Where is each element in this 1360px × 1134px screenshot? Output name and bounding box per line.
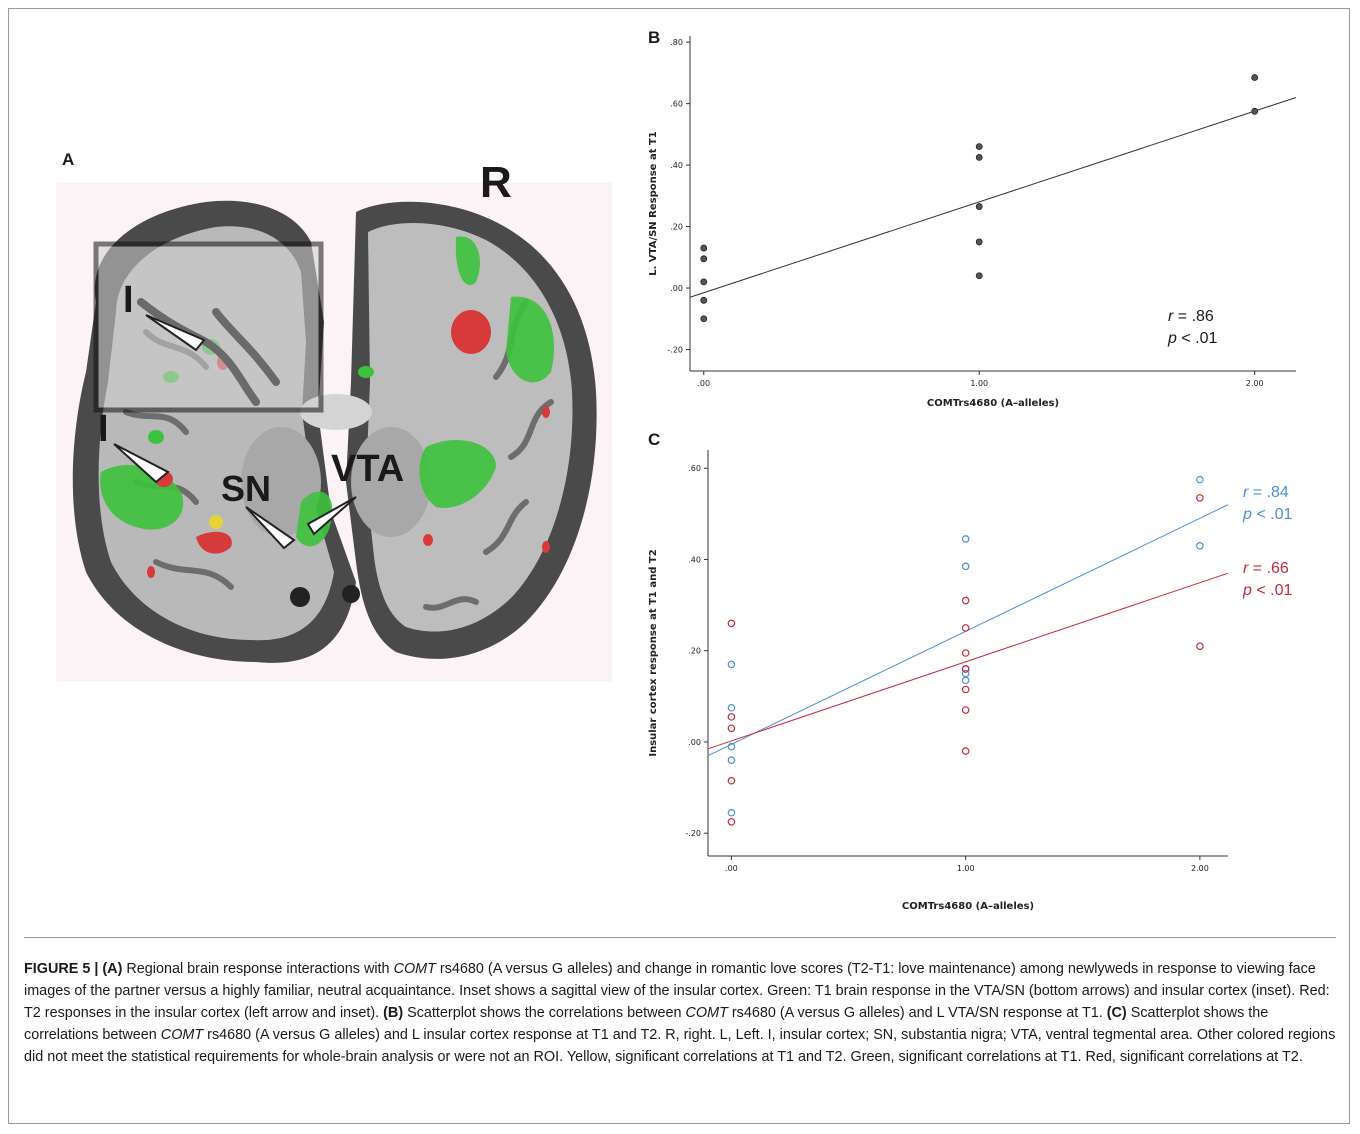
panel-c-letter: C bbox=[648, 430, 661, 449]
data-point bbox=[700, 315, 708, 323]
sn-label: SN bbox=[221, 468, 272, 509]
caption-text: rs4680 (A versus G alleles) and change i… bbox=[24, 961, 1330, 1021]
insula-arrow bbox=[113, 443, 170, 484]
figure-frame bbox=[8, 8, 1350, 1124]
data-point bbox=[975, 153, 983, 161]
data-point bbox=[1251, 107, 1259, 115]
y-tick-label: .20 bbox=[670, 223, 683, 232]
caption-gene: COMT bbox=[393, 961, 436, 977]
data-point bbox=[700, 296, 708, 304]
y-tick-label: -.20 bbox=[667, 345, 683, 354]
caption-b-tag: (B) bbox=[383, 1005, 404, 1021]
brain-coronal-image: I I SN VTA bbox=[56, 182, 612, 682]
x-tick-label: .00 bbox=[697, 379, 710, 388]
y-tick-label: .00 bbox=[670, 284, 683, 293]
insula-label: I bbox=[98, 408, 109, 450]
vta-label: VTA bbox=[331, 448, 405, 490]
right-side-label: R bbox=[480, 158, 512, 207]
data-point bbox=[700, 255, 708, 263]
r-annotation: r = .86 bbox=[1168, 308, 1214, 325]
caption-gene: COMT bbox=[685, 1005, 728, 1021]
data-point bbox=[1251, 74, 1259, 81]
caption-text: Regional brain response interactions wit… bbox=[122, 961, 394, 977]
insula-inset-box bbox=[93, 241, 324, 413]
y-tick-label: .40 bbox=[670, 161, 683, 170]
caption-text: Scatterplot shows the correlations betwe… bbox=[403, 1005, 686, 1021]
vta-arrow bbox=[306, 496, 357, 536]
y-axis-title: L. VTA/SN Response at T1 bbox=[648, 131, 659, 276]
caption-text: rs4680 (A versus G alleles) and L insula… bbox=[24, 1027, 1336, 1065]
y-tick-label: .80 bbox=[670, 38, 683, 47]
p-annotation: p < .01 bbox=[1167, 330, 1217, 347]
panel-a-letter: A bbox=[62, 150, 75, 169]
sn-arrow bbox=[245, 506, 296, 550]
y-tick-label: .60 bbox=[670, 100, 683, 109]
caption-gene: COMT bbox=[160, 1027, 204, 1043]
data-point bbox=[975, 203, 983, 210]
caption-c-tag: (C) bbox=[1106, 1005, 1127, 1021]
x-axis-title: COMTrs4680 (A–alleles) bbox=[927, 398, 1059, 409]
x-tick-label: 1.00 bbox=[970, 379, 988, 388]
data-point bbox=[975, 272, 983, 280]
data-point bbox=[975, 238, 983, 246]
insula-inset-label: I bbox=[123, 279, 134, 321]
panel-b-letter: B bbox=[648, 28, 661, 47]
caption-a-tag: (A) bbox=[102, 961, 123, 977]
caption-text: Scatterplot shows the correlations betwe… bbox=[24, 1005, 1269, 1043]
fit-line bbox=[689, 96, 1297, 298]
data-point bbox=[700, 244, 708, 252]
insula-inset-arrow bbox=[145, 314, 206, 352]
caption-divider bbox=[24, 937, 1336, 938]
data-point bbox=[700, 278, 708, 286]
both-activation-blob bbox=[209, 515, 223, 529]
data-point bbox=[975, 143, 983, 151]
x-tick-label: 2.00 bbox=[1246, 379, 1264, 388]
caption-figure-label: FIGURE 5 | bbox=[24, 961, 103, 977]
figure-caption: FIGURE 5 | (A) Regional brain response i… bbox=[24, 958, 1336, 1068]
caption-text: rs4680 (A versus G alleles) and L VTA/SN… bbox=[727, 1005, 1107, 1021]
